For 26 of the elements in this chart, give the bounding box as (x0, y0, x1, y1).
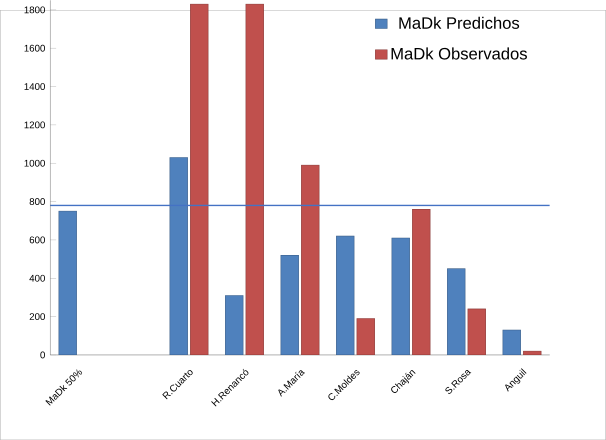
bar (392, 238, 410, 355)
bar (412, 208, 430, 355)
bar (170, 157, 188, 355)
legend-label: MaDk Predichos (399, 16, 520, 29)
y-tick-label: 1600 (24, 44, 45, 52)
y-tick-label: 0 (40, 351, 45, 358)
y-tick-label: 1000 (24, 160, 45, 167)
bar (246, 4, 264, 355)
y-tick-label: 1400 (24, 83, 45, 90)
y-tick-label: 1200 (24, 121, 45, 128)
y-tick-label: 1800 (24, 6, 45, 14)
legend-label: MaDk Observados (392, 47, 527, 60)
bar (225, 295, 244, 355)
bar (468, 308, 486, 355)
bar (301, 164, 320, 355)
bar (502, 330, 521, 355)
bar (58, 210, 77, 355)
bar (190, 4, 208, 355)
bar (447, 268, 466, 355)
y-tick-label: 800 (30, 198, 45, 205)
y-tick-label: 200 (30, 313, 45, 320)
bar (356, 318, 375, 355)
bar (336, 236, 354, 355)
y-tick-label: 400 (29, 274, 45, 282)
bar (280, 254, 299, 355)
y-tick-label: 600 (30, 236, 45, 244)
